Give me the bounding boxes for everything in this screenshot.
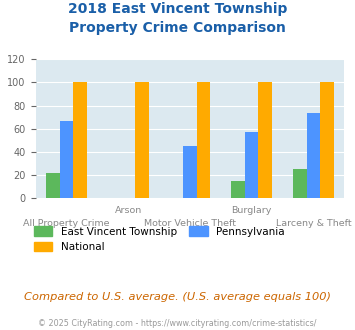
Bar <box>46 173 60 198</box>
Bar <box>245 132 258 198</box>
Bar <box>60 120 73 198</box>
Bar <box>307 113 320 198</box>
Bar <box>183 146 197 198</box>
Text: Compared to U.S. average. (U.S. average equals 100): Compared to U.S. average. (U.S. average … <box>24 292 331 302</box>
Text: Larceny & Theft: Larceny & Theft <box>275 219 351 228</box>
Text: Burglary: Burglary <box>231 206 272 215</box>
Bar <box>258 82 272 198</box>
Bar <box>293 169 307 198</box>
Text: Property Crime Comparison: Property Crime Comparison <box>69 21 286 35</box>
Bar <box>197 82 210 198</box>
Text: All Property Crime: All Property Crime <box>23 219 110 228</box>
Text: Motor Vehicle Theft: Motor Vehicle Theft <box>144 219 236 228</box>
Text: Arson: Arson <box>115 206 142 215</box>
Bar <box>73 82 87 198</box>
Text: © 2025 CityRating.com - https://www.cityrating.com/crime-statistics/: © 2025 CityRating.com - https://www.city… <box>38 319 317 328</box>
Text: 2018 East Vincent Township: 2018 East Vincent Township <box>68 2 287 16</box>
Legend: East Vincent Township, National, Pennsylvania: East Vincent Township, National, Pennsyl… <box>34 226 285 252</box>
Bar <box>231 181 245 198</box>
Bar <box>320 82 334 198</box>
Bar <box>135 82 148 198</box>
